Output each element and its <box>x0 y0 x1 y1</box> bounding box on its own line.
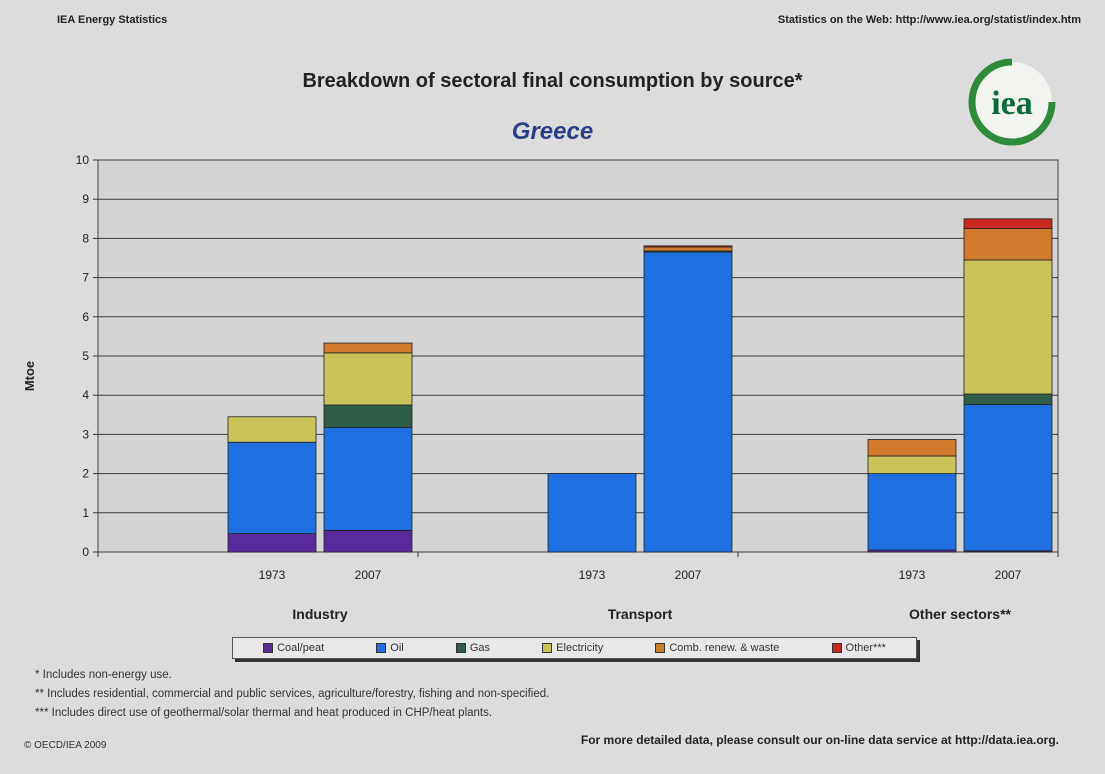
y-tick-label: 6 <box>82 310 89 324</box>
legend-swatch <box>376 643 387 653</box>
footnote-3: *** Includes direct use of geothermal/so… <box>35 707 493 719</box>
legend-label: Electricity <box>556 642 604 654</box>
y-tick-label: 4 <box>82 388 89 402</box>
footnote-1: * Includes non-energy use. <box>35 669 172 681</box>
x-tick-label: 2007 <box>355 568 382 582</box>
header-left-label: IEA Energy Statistics <box>57 14 168 26</box>
footnote-2: ** Includes residential, commercial and … <box>35 688 550 700</box>
legend-item: Other*** <box>831 642 886 654</box>
x-axis-labels: 1973 2007 Industry 1973 2007 Transport 1973 200… <box>97 552 1059 622</box>
group-label: Transport <box>608 606 673 622</box>
bar-segment <box>643 246 733 252</box>
data-service-note: For more detailed data, please consult o… <box>580 733 1059 747</box>
bar-segment <box>643 251 733 553</box>
iea-logo-text: iea <box>991 85 1033 122</box>
y-tick-label: 8 <box>82 231 89 245</box>
header-right-label: Statistics on the Web: http://www.iea.or… <box>777 14 1081 26</box>
legend-item: Electricity <box>542 642 603 654</box>
x-tick-label: 1973 <box>899 568 926 582</box>
legend-label: Gas <box>469 642 491 654</box>
legend-swatch <box>655 643 666 653</box>
x-tick-label: 2007 <box>995 568 1022 582</box>
bar-segment <box>547 473 637 553</box>
bar-segment <box>963 404 1053 552</box>
y-tick-label: 10 <box>76 153 90 167</box>
legend-swatch <box>263 643 274 653</box>
y-tick-label: 3 <box>82 427 89 441</box>
bar-segment <box>867 439 957 457</box>
bar-segment <box>867 473 957 551</box>
bar-segment <box>867 455 957 474</box>
bar-segment <box>643 245 733 248</box>
y-tick-label: 1 <box>82 506 89 520</box>
legend-label: Comb. renew. & waste <box>669 642 780 654</box>
y-tick-label: 9 <box>82 192 89 206</box>
bar-segment <box>227 533 317 553</box>
group-label: Other sectors** <box>909 606 1011 622</box>
bar-segment <box>227 416 317 443</box>
y-tick-label: 5 <box>82 349 89 363</box>
y-tick-label: 2 <box>82 467 89 481</box>
bar-segment <box>323 342 413 354</box>
legend-swatch <box>542 643 553 653</box>
bar-segment <box>227 441 317 534</box>
x-tick-label: 1973 <box>259 568 286 582</box>
bar-segment <box>323 352 413 406</box>
chart-subtitle: Greece <box>511 118 594 145</box>
legend-item: Oil <box>376 642 404 654</box>
legend-item: Gas <box>455 642 491 654</box>
bar-segment <box>963 218 1053 230</box>
y-axis-label: Mtoe <box>22 361 37 391</box>
bar-segment <box>323 426 413 531</box>
legend-item: Comb. renew. & waste <box>655 642 779 654</box>
copyright-label: © OECD/IEA 2009 <box>24 740 107 751</box>
group-label: Industry <box>292 606 347 622</box>
bar-segment <box>963 228 1053 261</box>
legend-label: Oil <box>390 642 404 654</box>
bar-segment <box>323 530 413 553</box>
x-tick-label: 2007 <box>675 568 702 582</box>
chart-legend: Coal/peat Oil Gas Electricity Comb. renew. &… <box>232 637 917 659</box>
stacked-bar-chart: 0 1 2 3 4 5 6 7 8 9 10 1973 2007 Industry 1973 2007 Tra… <box>22 153 1059 622</box>
y-tick-label: 0 <box>82 545 89 559</box>
bar-segment <box>963 393 1053 406</box>
legend-item: Coal/peat <box>263 642 324 654</box>
legend-swatch <box>455 643 466 653</box>
legend-label: Coal/peat <box>277 642 325 654</box>
bar-segment <box>323 404 413 428</box>
bar-segment <box>963 259 1053 395</box>
legend-swatch <box>831 643 842 653</box>
x-tick-label: 1973 <box>579 568 606 582</box>
bars-group <box>227 218 1053 553</box>
legend-label: Other*** <box>845 642 886 654</box>
y-axis-ticks: 0 1 2 3 4 5 6 7 8 9 10 <box>76 153 98 559</box>
chart-title: Breakdown of sectoral final consumption … <box>302 70 803 92</box>
iea-logo-icon: iea <box>968 58 1056 146</box>
y-tick-label: 7 <box>82 271 89 285</box>
